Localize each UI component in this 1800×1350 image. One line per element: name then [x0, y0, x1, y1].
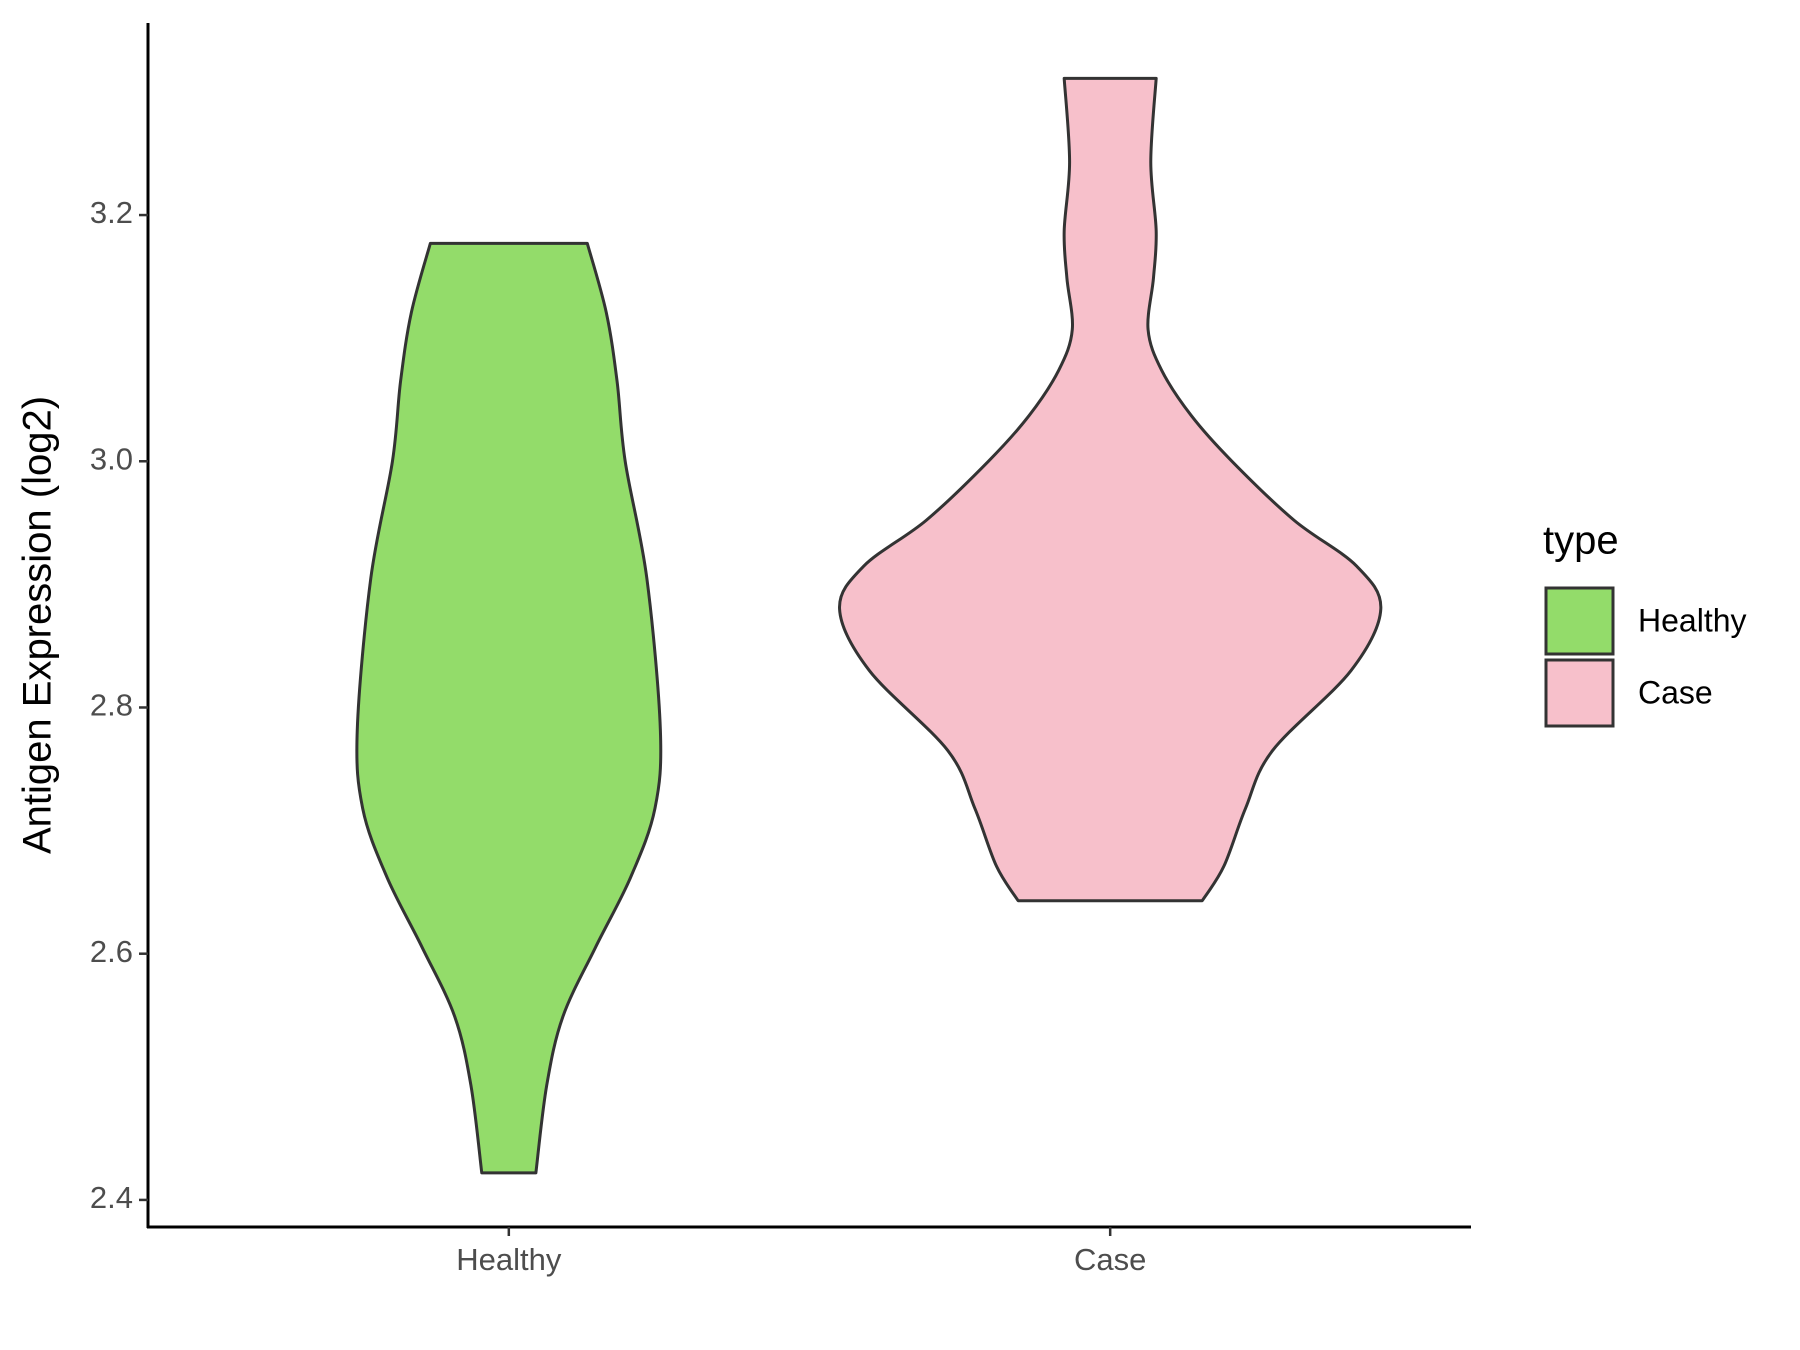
y-tick-label: 2.6: [90, 934, 133, 969]
y-axis-title: Antigen Expression (log2): [16, 396, 60, 854]
y-tick-label: 3.0: [90, 441, 133, 476]
x-tick-label: Case: [1074, 1242, 1146, 1277]
violin: [838, 76, 1383, 903]
violin: [355, 241, 663, 1175]
x-tick-label: Healthy: [456, 1242, 562, 1277]
y-tick-label: 2.4: [90, 1180, 133, 1215]
y-tick-label: 2.8: [90, 688, 133, 723]
legend-title: type: [1543, 519, 1619, 563]
legend-key: [1544, 586, 1615, 656]
legend-key: [1544, 658, 1615, 728]
legend-label: Case: [1638, 674, 1713, 710]
legend-label: Healthy: [1638, 602, 1747, 638]
y-tick-label: 3.2: [90, 195, 133, 230]
